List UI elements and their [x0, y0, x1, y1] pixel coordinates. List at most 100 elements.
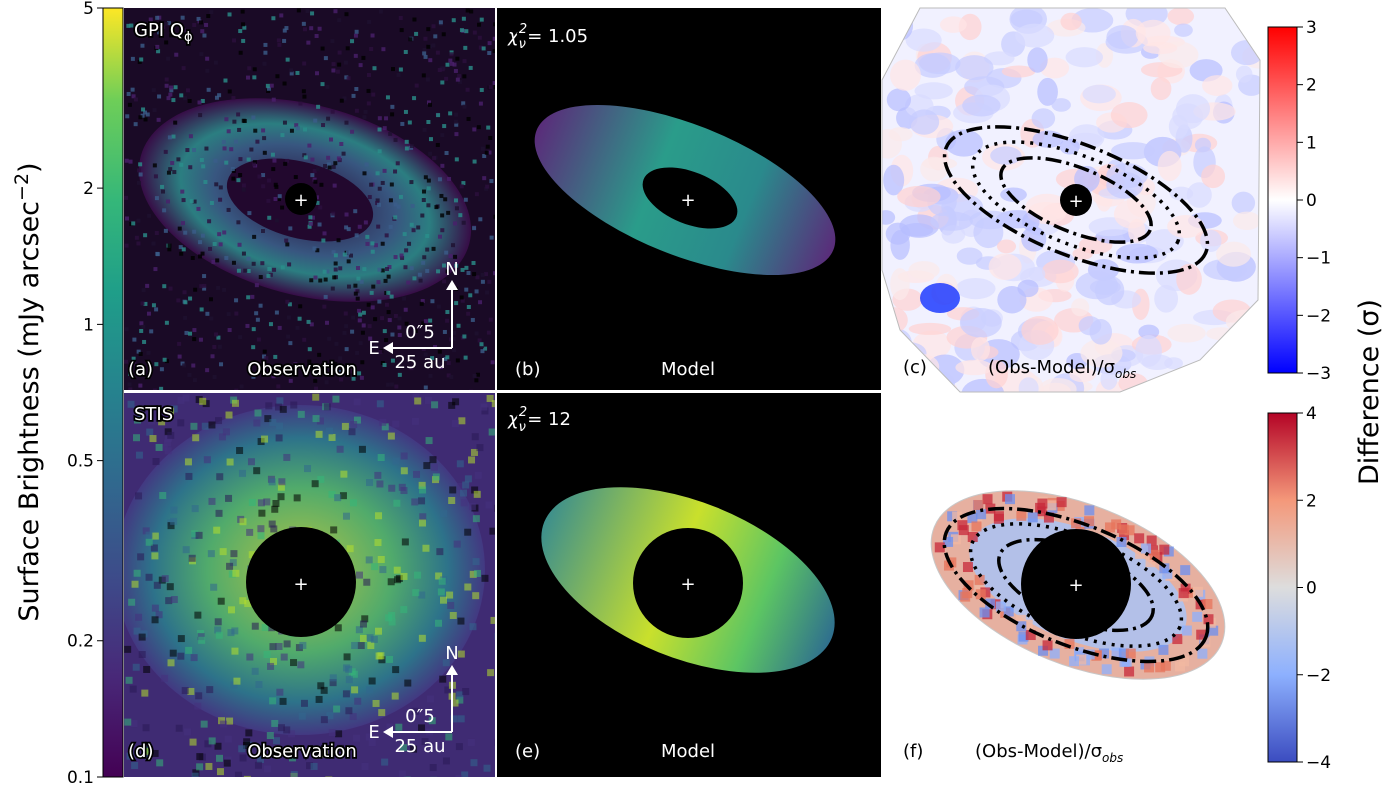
- panel-d-speckle: [430, 463, 438, 471]
- panel-a-speckle: [162, 208, 167, 213]
- panel-a-speckle: [354, 108, 359, 113]
- panel-a-speckle: [181, 66, 186, 71]
- panel-a-speckle: [251, 327, 256, 332]
- panel-a-speckle: [458, 213, 463, 218]
- panel-a-speckle: [139, 57, 144, 62]
- panel-a-speckle: [338, 266, 343, 271]
- colorbar-bottom-bar: [1267, 412, 1298, 763]
- panel-f-noise: [1076, 654, 1087, 665]
- panel-a-speckle: [128, 159, 133, 164]
- panel-d-speckle: [372, 699, 380, 707]
- panel-a-speckle: [262, 136, 267, 141]
- panel-d-speckle: [374, 539, 382, 547]
- panel-a-speckle: [208, 297, 213, 302]
- panel-a-speckle: [377, 186, 382, 191]
- panel-a-speckle: [480, 272, 485, 277]
- panel-a-speckle: [486, 125, 491, 130]
- panel-c-noise: [955, 359, 994, 376]
- panel-a-speckle: [214, 182, 219, 187]
- panel-c-noise: [1021, 316, 1059, 345]
- panel-d: + STIS (d) Observation N E 0″5 25 au: [124, 393, 495, 777]
- panel-d-speckle: [231, 647, 239, 655]
- panel-d-speckle: [169, 649, 177, 657]
- panel-d-speckle: [486, 394, 494, 402]
- panel-a-speckle: [420, 299, 425, 304]
- panel-a-speckle: [166, 21, 171, 26]
- panel-a-speckle: [409, 143, 414, 148]
- panel-a-speckle: [306, 319, 311, 324]
- panel-d-speckle: [442, 757, 450, 765]
- colorbar-top-tick-label: −2: [1306, 306, 1331, 326]
- panel-a-speckle: [404, 139, 409, 144]
- panel-a-speckle: [373, 317, 378, 322]
- panel-a-speckle: [324, 380, 329, 385]
- panel-d-speckle: [151, 532, 159, 540]
- panel-d-speckle: [464, 528, 472, 536]
- panel-d-speckle: [133, 569, 141, 577]
- panel-a-speckle: [141, 107, 146, 112]
- panel-a-speckle: [333, 267, 338, 272]
- panel-f-noise: [1069, 656, 1080, 667]
- panel-d-speckle: [491, 400, 495, 408]
- panel-a-speckle: [426, 27, 431, 32]
- panel-a-speckle: [443, 197, 448, 202]
- panel-a: + GPI Qϕ (a) Observation N E 0″5 25 au: [124, 8, 495, 390]
- panel-a-speckle: [444, 150, 449, 155]
- panel-a-speckle: [472, 127, 477, 132]
- panel-c-noise: [889, 59, 921, 91]
- panel-a-speckle: [466, 311, 471, 316]
- panel-d-speckle: [274, 403, 282, 411]
- panel-d-speckle: [204, 740, 212, 748]
- panel-a-speckle: [267, 178, 272, 183]
- panel-d-speckle: [268, 520, 276, 528]
- panel-a-speckle: [210, 354, 215, 359]
- panel-d-speckle: [222, 428, 230, 436]
- panel-d-speckle: [353, 416, 361, 424]
- panel-d-speckle: [234, 771, 242, 777]
- panel-c-noise: [914, 82, 953, 100]
- panel-d-speckle: [216, 754, 224, 762]
- panel-d-speckle: [469, 623, 477, 631]
- panel-a-speckle: [295, 126, 300, 131]
- panel-a-speckle: [463, 45, 468, 50]
- panel-a-speckle: [442, 329, 447, 334]
- panel-a-speckle: [302, 337, 307, 342]
- panel-a-speckle: [283, 366, 288, 371]
- panel-a-speckle: [145, 283, 150, 288]
- panel-f-noise: [1179, 656, 1190, 667]
- panel-c-noise: [988, 253, 1022, 280]
- panel-d-speckle: [471, 433, 479, 441]
- panel-a-speckle: [333, 161, 338, 166]
- panel-a-speckle: [312, 177, 317, 182]
- panel-a-speckle: [493, 271, 495, 276]
- panel-a-speckle: [266, 273, 271, 278]
- panel-a-speckle: [437, 68, 442, 73]
- panel-b-letter: (b): [515, 359, 540, 380]
- panel-a-speckle: [203, 180, 208, 185]
- compass-a-north-head: [446, 280, 458, 290]
- panel-f-noise: [1111, 519, 1122, 530]
- panel-a-speckle: [204, 146, 209, 151]
- panel-a-speckle: [330, 109, 335, 114]
- panel-d-speckle: [279, 697, 287, 705]
- panel-a-speckle: [377, 149, 382, 154]
- panel-d-speckle: [393, 566, 401, 574]
- panel-f-noise: [1172, 634, 1183, 645]
- panel-a-speckle: [445, 62, 450, 67]
- panel-a-speckle: [188, 331, 193, 336]
- panel-a-speckle: [207, 219, 212, 224]
- panel-a-speckle: [191, 363, 196, 368]
- panel-a-speckle: [262, 150, 267, 155]
- panel-a-speckle: [209, 316, 214, 321]
- panel-a-speckle: [312, 246, 317, 251]
- panel-c-noise: [1232, 211, 1260, 231]
- panel-d-speckle: [225, 494, 233, 502]
- panel-a-speckle: [317, 222, 322, 227]
- panel-d-speckle: [460, 489, 468, 497]
- panel-d-speckle: [366, 686, 374, 694]
- panel-d-speckle: [155, 611, 163, 619]
- panel-d-speckle: [297, 410, 305, 418]
- panel-a-speckle: [487, 41, 492, 46]
- panel-f-noise: [1016, 510, 1027, 521]
- panel-d-speckle: [481, 407, 489, 415]
